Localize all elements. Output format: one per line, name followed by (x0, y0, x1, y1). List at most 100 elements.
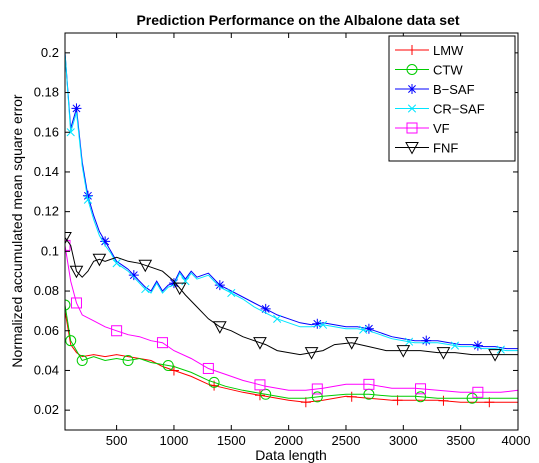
data-point (404, 337, 414, 346)
data-point (304, 347, 319, 360)
legend-entry: FNF (395, 141, 458, 156)
data-point (208, 376, 220, 388)
data-point (168, 365, 179, 376)
legend-label: B−SAF (433, 82, 475, 97)
data-point (344, 337, 359, 350)
data-point (450, 341, 460, 350)
series-ctw (65, 299, 518, 404)
data-point (254, 390, 265, 401)
series-line (65, 237, 518, 356)
chart-title: Prediction Performance on the Albalone d… (136, 12, 459, 28)
x-tick-label: 3500 (446, 433, 475, 448)
y-tick-label: 0.04 (34, 362, 59, 377)
y-tick-label: 0.14 (34, 164, 59, 179)
data-point (172, 282, 187, 296)
data-point (69, 265, 84, 279)
data-point (128, 270, 139, 281)
x-tick-label: 1000 (159, 433, 188, 448)
data-point (415, 391, 427, 403)
legend-entry: VF (395, 121, 450, 136)
x-tick-label: 2000 (274, 433, 303, 448)
data-point (392, 395, 403, 406)
y-tick-label: 0.08 (34, 283, 59, 298)
data-point (421, 335, 432, 346)
legend-swatch-marker (407, 45, 417, 55)
x-tick-label: 2500 (332, 433, 361, 448)
data-point (312, 318, 323, 329)
data-point (363, 378, 375, 390)
legend-entry: LMW (395, 43, 464, 58)
x-tick-label: 3000 (389, 433, 418, 448)
data-point (438, 395, 449, 406)
data-point (436, 347, 451, 360)
data-point (65, 299, 71, 311)
data-point (65, 335, 77, 347)
data-point (254, 379, 266, 391)
legend-entry: B−SAF (395, 82, 475, 97)
data-point (83, 195, 93, 204)
x-axis-label: Data length (255, 447, 327, 463)
data-point (300, 397, 311, 408)
y-tick-label: 0.2 (41, 45, 59, 60)
data-point (162, 359, 174, 371)
legend-swatch-marker (405, 142, 419, 155)
series-crsaf (65, 52, 518, 354)
data-point (260, 303, 271, 314)
data-point (100, 236, 111, 247)
legend-entry: CTW (395, 63, 463, 78)
data-point (181, 277, 190, 286)
data-point (70, 297, 82, 309)
data-point (65, 231, 72, 245)
legend-label: LMW (433, 43, 464, 58)
series-bsaf (65, 52, 518, 351)
x-tick-label: 1500 (217, 433, 246, 448)
y-tick-label: 0.02 (34, 402, 59, 417)
data-point (472, 340, 483, 351)
legend-entry: CR−SAF (395, 102, 485, 117)
x-tick-label: 4000 (502, 433, 531, 448)
data-point (76, 355, 88, 367)
legend-label: VF (433, 121, 450, 136)
series-line (65, 245, 518, 393)
data-point (92, 253, 107, 267)
data-point (141, 284, 150, 294)
y-tick-label: 0.16 (34, 124, 59, 139)
data-point (311, 383, 323, 395)
plot-frame (64, 32, 519, 431)
data-point (122, 355, 134, 367)
data-point (273, 314, 282, 323)
legend-swatch-marker (406, 122, 418, 134)
legend-label: FNF (433, 141, 458, 156)
data-point (466, 392, 478, 404)
data-point (488, 349, 502, 362)
legend-swatch-marker (407, 84, 417, 94)
data-point (112, 259, 121, 268)
data-point (71, 103, 82, 114)
legend-box (388, 35, 516, 162)
legend: LMW CTW B−SAF CR−SAF VF FNF (388, 35, 516, 162)
data-point (311, 391, 323, 403)
series-fnf (65, 231, 518, 362)
legend-label: CR−SAF (433, 102, 485, 117)
data-point (472, 386, 484, 398)
legend-label: CTW (433, 63, 463, 78)
data-point (212, 321, 227, 334)
y-axis-label: Normalized accumulated mean square error (9, 94, 25, 367)
series-vf (65, 239, 518, 398)
data-point (346, 391, 357, 402)
y-tick-label: 0.1 (41, 243, 59, 258)
data-point (214, 280, 225, 291)
y-tick-label: 0.06 (34, 323, 59, 338)
series-lmw (65, 310, 518, 408)
data-point (484, 397, 495, 408)
data-point (66, 128, 75, 137)
y-tick-label: 0.18 (34, 85, 59, 100)
series-line (65, 310, 518, 403)
x-tick-label: 500 (106, 433, 128, 448)
y-tick-label: 0.12 (34, 204, 59, 219)
data-point (138, 259, 153, 273)
data-point (359, 325, 368, 334)
data-point (396, 345, 411, 358)
data-point (65, 239, 71, 251)
